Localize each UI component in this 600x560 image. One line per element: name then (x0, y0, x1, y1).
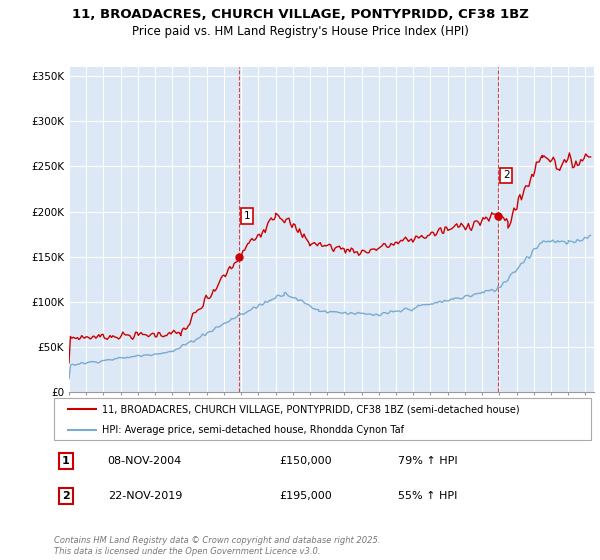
Text: 08-NOV-2004: 08-NOV-2004 (108, 456, 182, 466)
Text: 2: 2 (62, 491, 70, 501)
Text: 2: 2 (503, 170, 509, 180)
Text: 1: 1 (244, 211, 251, 221)
Text: 79% ↑ HPI: 79% ↑ HPI (398, 456, 457, 466)
Text: 11, BROADACRES, CHURCH VILLAGE, PONTYPRIDD, CF38 1BZ: 11, BROADACRES, CHURCH VILLAGE, PONTYPRI… (71, 8, 529, 21)
Text: £195,000: £195,000 (280, 491, 332, 501)
Text: 55% ↑ HPI: 55% ↑ HPI (398, 491, 457, 501)
Text: Price paid vs. HM Land Registry's House Price Index (HPI): Price paid vs. HM Land Registry's House … (131, 25, 469, 38)
Text: 1: 1 (62, 456, 70, 466)
Text: Contains HM Land Registry data © Crown copyright and database right 2025.
This d: Contains HM Land Registry data © Crown c… (54, 536, 380, 556)
Text: HPI: Average price, semi-detached house, Rhondda Cynon Taf: HPI: Average price, semi-detached house,… (103, 426, 404, 435)
Text: 22-NOV-2019: 22-NOV-2019 (108, 491, 182, 501)
Text: £150,000: £150,000 (280, 456, 332, 466)
Text: 11, BROADACRES, CHURCH VILLAGE, PONTYPRIDD, CF38 1BZ (semi-detached house): 11, BROADACRES, CHURCH VILLAGE, PONTYPRI… (103, 404, 520, 414)
